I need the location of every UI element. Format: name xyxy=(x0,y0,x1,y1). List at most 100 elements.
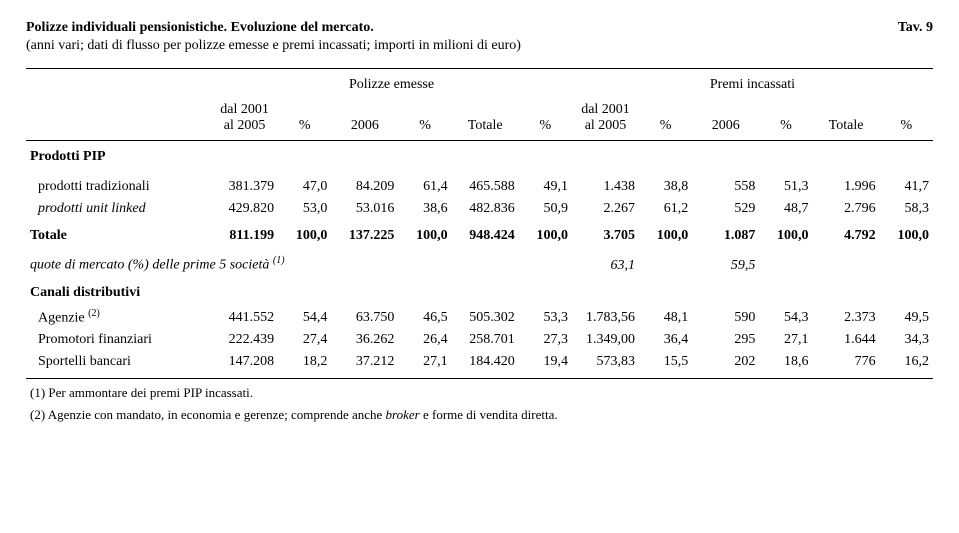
cell: 53.016 xyxy=(331,198,398,220)
section-header: Prodotti PIP xyxy=(26,141,933,170)
cell: 15,5 xyxy=(639,351,692,379)
cell: 100,0 xyxy=(519,220,572,252)
cell: 48,7 xyxy=(759,198,812,220)
cell: 19,4 xyxy=(519,351,572,379)
col-header: 2006 xyxy=(692,96,759,141)
cell: 222.439 xyxy=(211,329,278,351)
cell: 27,4 xyxy=(278,329,331,351)
cell: 3.705 xyxy=(572,220,639,252)
footnote: (2) Agenzie con mandato, in economia e g… xyxy=(26,404,933,426)
cell: 2.373 xyxy=(813,305,880,330)
cell: 137.225 xyxy=(331,220,398,252)
footnote: (1) Per ammontare dei premi PIP incassat… xyxy=(26,379,933,405)
cell: 100,0 xyxy=(759,220,812,252)
page-title: Polizze individuali pensionistiche. Evol… xyxy=(26,20,374,36)
cell: 54,3 xyxy=(759,305,812,330)
cell: 100,0 xyxy=(880,220,933,252)
cell: 147.208 xyxy=(211,351,278,379)
cell: 2.796 xyxy=(813,198,880,220)
cell: 381.379 xyxy=(211,169,278,198)
cell: 441.552 xyxy=(211,305,278,330)
cell: 48,1 xyxy=(639,305,692,330)
row-label: Agenzie (2) xyxy=(26,305,211,330)
cell: 36,4 xyxy=(639,329,692,351)
col-header: Totale xyxy=(452,96,519,141)
cell: 53,3 xyxy=(519,305,572,330)
col-group-premi: Premi incassati xyxy=(572,69,933,97)
row-label: Totale xyxy=(26,220,211,252)
row-label: Sportelli bancari xyxy=(26,351,211,379)
cell: 38,8 xyxy=(639,169,692,198)
cell: 776 xyxy=(813,351,880,379)
cell: 47,0 xyxy=(278,169,331,198)
cell: 558 xyxy=(692,169,759,198)
cell: 50,9 xyxy=(519,198,572,220)
row-label: Promotori finanziari xyxy=(26,329,211,351)
col-header: % xyxy=(880,96,933,141)
cell: 2.267 xyxy=(572,198,639,220)
cell: 38,6 xyxy=(398,198,451,220)
cell: 258.701 xyxy=(452,329,519,351)
cell: 46,5 xyxy=(398,305,451,330)
cell: 948.424 xyxy=(452,220,519,252)
table-row-total: Totale 811.199 100,0 137.225 100,0 948.4… xyxy=(26,220,933,252)
cell: 27,1 xyxy=(398,351,451,379)
cell: 27,1 xyxy=(759,329,812,351)
col-header: % xyxy=(519,96,572,141)
section-header: Canali distributivi xyxy=(26,277,933,305)
cell: 51,3 xyxy=(759,169,812,198)
cell: 100,0 xyxy=(398,220,451,252)
cell: 1.783,56 xyxy=(572,305,639,330)
table-row: prodotti unit linked 429.820 53,0 53.016… xyxy=(26,198,933,220)
col-header: 2006 xyxy=(331,96,398,141)
cell: 1.996 xyxy=(813,169,880,198)
cell: 41,7 xyxy=(880,169,933,198)
cell: 16,2 xyxy=(880,351,933,379)
cell: 4.792 xyxy=(813,220,880,252)
data-table: Polizze emesse Premi incassati dal 2001 … xyxy=(26,68,933,426)
table-row: quote di mercato (%) delle prime 5 socie… xyxy=(26,252,933,277)
row-label: prodotti tradizionali xyxy=(26,169,211,198)
cell: 1.438 xyxy=(572,169,639,198)
cell: 63,1 xyxy=(572,252,639,277)
cell: 505.302 xyxy=(452,305,519,330)
table-row: Agenzie (2) 441.552 54,4 63.750 46,5 505… xyxy=(26,305,933,330)
cell: 61,4 xyxy=(398,169,451,198)
col-header: % xyxy=(639,96,692,141)
col-group-polizze: Polizze emesse xyxy=(211,69,572,97)
col-header: % xyxy=(759,96,812,141)
cell: 482.836 xyxy=(452,198,519,220)
table-row: Sportelli bancari 147.208 18,2 37.212 27… xyxy=(26,351,933,379)
cell: 54,4 xyxy=(278,305,331,330)
cell: 202 xyxy=(692,351,759,379)
cell: 58,3 xyxy=(880,198,933,220)
cell: 18,2 xyxy=(278,351,331,379)
cell: 26,4 xyxy=(398,329,451,351)
col-header: Totale xyxy=(813,96,880,141)
cell: 1.644 xyxy=(813,329,880,351)
cell: 429.820 xyxy=(211,198,278,220)
table-number: Tav. 9 xyxy=(898,20,933,36)
cell: 36.262 xyxy=(331,329,398,351)
cell: 63.750 xyxy=(331,305,398,330)
cell: 295 xyxy=(692,329,759,351)
col-header: % xyxy=(278,96,331,141)
cell: 573,83 xyxy=(572,351,639,379)
cell: 49,1 xyxy=(519,169,572,198)
cell: 84.209 xyxy=(331,169,398,198)
cell: 590 xyxy=(692,305,759,330)
cell: 1.087 xyxy=(692,220,759,252)
row-label: quote di mercato (%) delle prime 5 socie… xyxy=(26,252,572,277)
col-header: % xyxy=(398,96,451,141)
cell: 37.212 xyxy=(331,351,398,379)
cell: 61,2 xyxy=(639,198,692,220)
cell: 100,0 xyxy=(639,220,692,252)
cell: 184.420 xyxy=(452,351,519,379)
col-header: dal 2001 al 2005 xyxy=(211,96,278,141)
cell: 18,6 xyxy=(759,351,812,379)
cell: 49,5 xyxy=(880,305,933,330)
col-header: dal 2001 al 2005 xyxy=(572,96,639,141)
cell: 811.199 xyxy=(211,220,278,252)
cell: 1.349,00 xyxy=(572,329,639,351)
cell: 53,0 xyxy=(278,198,331,220)
